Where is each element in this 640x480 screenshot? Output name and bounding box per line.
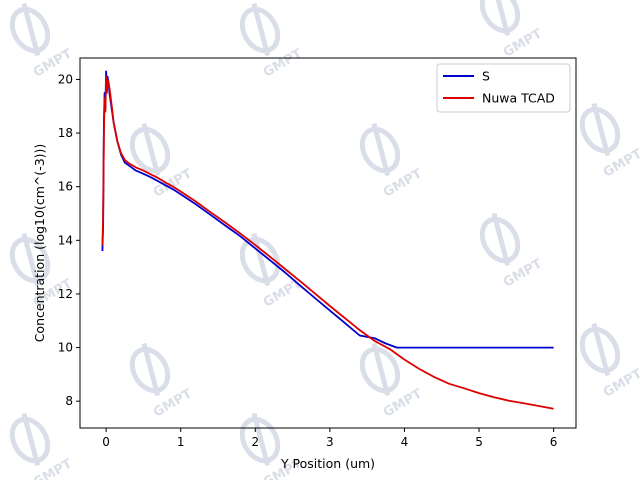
y-tick-label: 8 xyxy=(65,394,73,408)
legend: S Nuwa TCAD xyxy=(436,63,571,113)
y-tick-label: 12 xyxy=(58,287,73,301)
watermark-logo-icon xyxy=(9,416,51,464)
watermark-mark: GMPT xyxy=(479,212,545,291)
y-tick-label: 18 xyxy=(58,126,73,140)
y-axis-label: Concentration (log10(cm^(-3))) xyxy=(32,144,47,343)
x-axis-label: Y Position (um) xyxy=(280,456,375,471)
watermark-slash xyxy=(371,122,391,177)
watermark-slash xyxy=(491,212,511,267)
watermark-logo-icon xyxy=(129,126,171,174)
watermark-slash xyxy=(491,0,511,37)
watermark-logo-icon xyxy=(579,106,621,154)
watermark-slash xyxy=(21,232,41,287)
y-tick-label: 10 xyxy=(58,341,73,355)
series-line-s xyxy=(101,70,554,349)
series-layer xyxy=(101,70,554,410)
x-tick-label: 5 xyxy=(475,435,483,449)
y-axis-ticks: 8 10 12 14 16 18 20 xyxy=(58,72,80,408)
x-axis-ticks: 0 1 2 3 4 5 6 xyxy=(102,428,557,449)
watermark-logo-icon xyxy=(479,0,521,34)
watermark-logo-icon xyxy=(579,326,621,374)
watermark-logo-icon xyxy=(129,346,171,394)
x-tick-label: 1 xyxy=(177,435,185,449)
x-tick-label: 0 xyxy=(102,435,110,449)
y-tick-label: 14 xyxy=(58,233,73,247)
watermark-slash xyxy=(141,122,161,177)
x-tick-label: 4 xyxy=(401,435,409,449)
watermark-mark: GMPT xyxy=(9,412,75,480)
watermark-slash xyxy=(251,232,271,287)
watermark-logo-icon xyxy=(9,236,51,284)
watermark-slash xyxy=(21,412,41,467)
watermark-mark: GMPT xyxy=(129,122,195,201)
watermark-mark: GMPT xyxy=(359,122,425,201)
legend-label-s: S xyxy=(482,69,490,84)
watermark-logo-icon xyxy=(239,416,281,464)
watermark-mark: GMPT xyxy=(579,102,640,181)
plot-area-frame xyxy=(79,57,577,429)
watermark-logo-icon xyxy=(239,6,281,54)
watermark-logo-icon xyxy=(479,216,521,264)
watermark-slash xyxy=(251,2,271,57)
y-tick-label: 20 xyxy=(58,72,73,86)
legend-label-nuwa-tcad: Nuwa TCAD xyxy=(482,91,555,106)
x-tick-label: 6 xyxy=(550,435,558,449)
x-tick-label: 3 xyxy=(326,435,334,449)
watermark-mark: GMPT xyxy=(479,0,545,61)
watermark-slash xyxy=(21,2,41,57)
watermark-mark: GMPT xyxy=(579,322,640,401)
watermark-logo-icon xyxy=(9,6,51,54)
watermark-logo-icon xyxy=(359,126,401,174)
watermark-slash xyxy=(251,412,271,467)
watermark-slash xyxy=(141,342,161,397)
y-tick-label: 16 xyxy=(58,180,73,194)
x-tick-label: 2 xyxy=(251,435,259,449)
watermark-mark: GMPT xyxy=(239,2,305,81)
watermark-slash xyxy=(591,102,611,157)
watermark-slash xyxy=(371,342,391,397)
series-line-nuwa-tcad xyxy=(101,75,554,410)
watermark-mark: GMPT xyxy=(9,2,75,81)
watermark-slash xyxy=(591,322,611,377)
watermark-mark: GMPT xyxy=(129,342,195,421)
watermark-logo-icon xyxy=(359,346,401,394)
